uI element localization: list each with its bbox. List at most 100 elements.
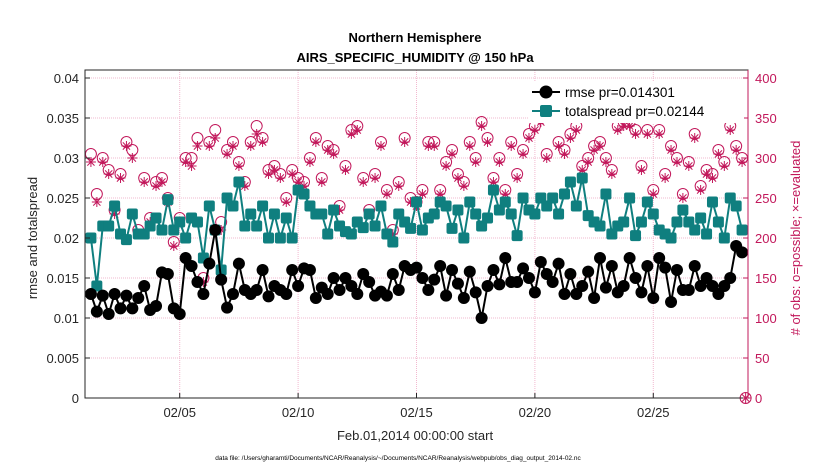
obs-evaluated-marker bbox=[677, 193, 688, 203]
rmse-point bbox=[653, 252, 666, 264]
obs-evaluated-marker bbox=[583, 157, 594, 167]
obs-evaluated-stroke bbox=[489, 178, 498, 186]
totalspread-point bbox=[647, 208, 659, 220]
obs-evaluated-marker bbox=[340, 165, 351, 175]
obs-evaluated-marker bbox=[127, 153, 138, 163]
totalspread-point bbox=[718, 232, 730, 244]
obs-evaluated-stroke bbox=[726, 126, 735, 134]
obs-evaluated-stroke bbox=[158, 178, 166, 186]
rmse-point bbox=[256, 264, 269, 276]
totalspread-point bbox=[665, 232, 677, 244]
rmse-point bbox=[292, 280, 305, 292]
totalspread-point bbox=[440, 200, 452, 212]
obs-evaluated-marker bbox=[648, 189, 659, 199]
obs-evaluated-stroke bbox=[311, 138, 320, 146]
obs-evaluated-marker bbox=[352, 125, 363, 135]
rmse-point bbox=[386, 268, 399, 280]
totalspread-point bbox=[280, 212, 292, 224]
obs-evaluated-stroke bbox=[655, 130, 664, 138]
obs-evaluated-marker bbox=[636, 165, 647, 175]
footnote: data file: /Users/gharamti/Documents/NCA… bbox=[215, 455, 581, 462]
obs-evaluated-stroke bbox=[187, 162, 196, 170]
obs-evaluated-stroke bbox=[258, 138, 267, 146]
totalspread-point bbox=[103, 220, 115, 232]
totalspread-point bbox=[618, 216, 630, 228]
totalspread-point bbox=[529, 208, 541, 220]
obs-evaluated-marker bbox=[666, 145, 677, 155]
obs-evaluated-stroke bbox=[601, 158, 610, 166]
obs-evaluated-stroke bbox=[696, 186, 705, 194]
rmse-point bbox=[617, 280, 630, 292]
obs-evaluated-marker bbox=[192, 141, 203, 151]
rmse-point bbox=[605, 260, 618, 272]
rmse-point bbox=[203, 257, 216, 270]
totalspread-point bbox=[203, 200, 215, 212]
totalspread-point bbox=[689, 224, 701, 236]
totalspread-point bbox=[286, 232, 298, 244]
obs-evaluated-marker bbox=[523, 133, 534, 143]
totalspread-point bbox=[547, 192, 559, 204]
totalspread-point bbox=[428, 208, 440, 220]
obs-evaluated-stroke bbox=[229, 142, 237, 150]
right-axis-ticks: 0 50 100 150 200 250 300 350 400 bbox=[743, 70, 777, 406]
obs-evaluated-marker bbox=[370, 173, 381, 183]
rmse-point bbox=[588, 292, 601, 304]
rmse-point bbox=[185, 260, 198, 272]
obs-evaluated-stroke bbox=[530, 126, 539, 134]
obs-evaluated-stroke bbox=[453, 174, 462, 182]
obs-evaluated-marker bbox=[671, 157, 682, 167]
obs-evaluated-marker bbox=[180, 157, 191, 167]
obs-evaluated-marker bbox=[476, 121, 487, 131]
totalspread-point bbox=[322, 228, 334, 240]
rmse-point bbox=[132, 292, 145, 304]
obs-evaluated-stroke bbox=[353, 126, 362, 134]
obs-evaluated-stroke bbox=[613, 126, 622, 134]
obs-evaluated-marker bbox=[731, 145, 742, 155]
y-tick-label: 0 bbox=[72, 391, 79, 406]
obs-evaluated-marker bbox=[304, 157, 315, 167]
obs-evaluated-marker bbox=[85, 157, 96, 167]
obs-evaluated-stroke bbox=[86, 158, 95, 166]
rmse-point bbox=[469, 286, 482, 299]
obs-evaluated-marker bbox=[458, 181, 469, 191]
obs-evaluated-stroke bbox=[169, 242, 178, 250]
obs-evaluated-stroke bbox=[98, 158, 107, 166]
obs-evaluated-stroke bbox=[566, 134, 575, 142]
legend-box bbox=[528, 81, 744, 123]
rmse-point bbox=[197, 288, 210, 300]
rmse-point bbox=[173, 308, 186, 320]
obs-evaluated-marker bbox=[529, 125, 540, 135]
totalspread-point bbox=[470, 208, 482, 220]
rmse-point bbox=[286, 264, 299, 276]
rmse-point bbox=[96, 289, 109, 302]
obs-evaluated-stroke bbox=[122, 142, 131, 150]
rmse-point bbox=[451, 277, 464, 290]
obs-evaluated-marker bbox=[227, 141, 238, 151]
rmse-point bbox=[641, 260, 654, 272]
obs-evaluated-marker bbox=[512, 173, 523, 183]
obs-evaluated-marker bbox=[441, 161, 452, 171]
rmse-point bbox=[410, 261, 423, 274]
obs-evaluated-stroke bbox=[643, 130, 652, 138]
obs-evaluated-stroke bbox=[560, 150, 569, 158]
obs-evaluated-marker bbox=[595, 141, 606, 151]
obs-evaluated-stroke bbox=[347, 130, 356, 138]
rmse-point bbox=[599, 281, 612, 294]
totalspread-point bbox=[564, 176, 576, 188]
totalspread-point bbox=[712, 216, 724, 228]
totalspread-point bbox=[85, 232, 97, 244]
x-tick-label: 02/10 bbox=[282, 405, 315, 420]
obs-evaluated-stroke bbox=[459, 182, 468, 190]
obs-evaluated-stroke bbox=[471, 158, 480, 166]
chart-title-line2: AIRS_SPECIFIC_HUMIDITY @ 150 hPa bbox=[296, 50, 534, 65]
obs-evaluated-stroke bbox=[329, 150, 338, 158]
totalspread-point bbox=[387, 236, 399, 248]
obs-evaluated-stroke bbox=[104, 170, 113, 178]
obs-evaluated-stroke bbox=[720, 162, 729, 170]
obs-evaluated-marker bbox=[222, 149, 233, 159]
obs-evaluated-marker bbox=[275, 173, 286, 183]
totalspread-point bbox=[405, 222, 417, 234]
obs-evaluated-stroke bbox=[519, 150, 528, 158]
obs-evaluated-stroke bbox=[246, 142, 255, 150]
rmse-point bbox=[446, 264, 459, 276]
